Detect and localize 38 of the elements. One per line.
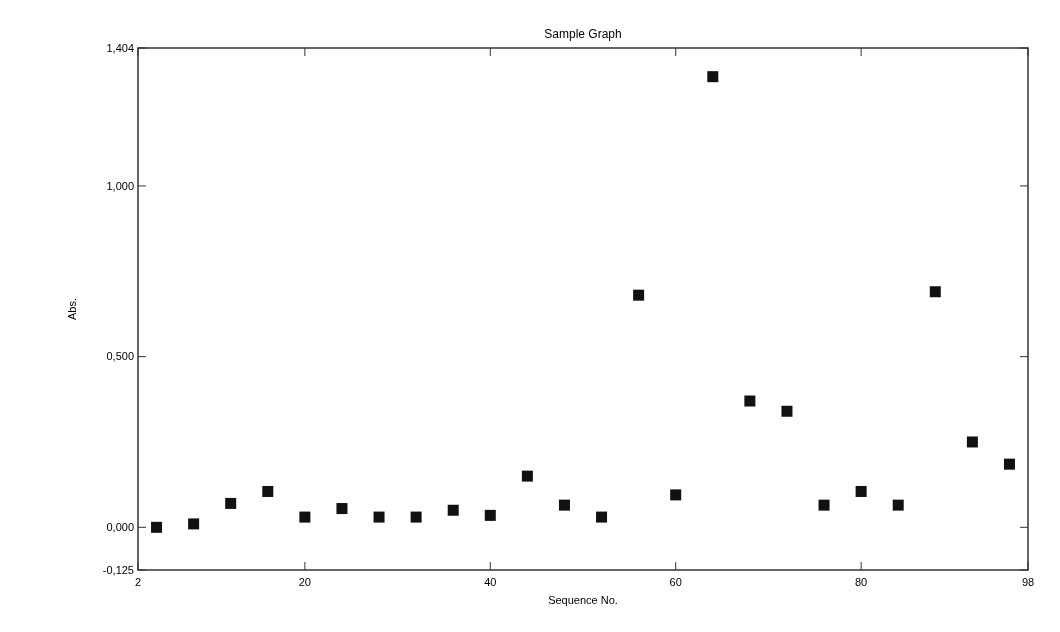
point [1003,458,1015,470]
y-tick-label: 0,500 [106,350,134,363]
point [744,395,756,407]
point [373,511,385,523]
x-tick-label: 40 [484,576,497,588]
point [484,509,496,521]
x-tick-label: 2 [134,576,142,588]
point [336,503,348,515]
point [262,485,274,497]
point [558,499,570,511]
x-axis-title: Sequence No. [548,594,618,606]
point [521,470,533,482]
y-tick-label: 1,404 [106,41,134,54]
point [966,436,978,448]
y-axis-title: Abs. [66,297,78,321]
point [596,511,608,523]
y-tick-label: 1,000 [106,179,134,192]
point [818,499,830,511]
point [929,286,941,298]
x-tick-label: 98 [1021,576,1035,588]
point [447,504,459,516]
point [151,521,163,533]
point [410,511,422,523]
point [892,499,904,511]
x-tick-label: 60 [669,576,682,588]
point [225,497,237,509]
point [299,511,311,523]
y-tick-label: -0,125 [102,563,134,576]
chart-title: Sample Graph [544,27,622,41]
point [188,518,200,530]
point [670,489,682,501]
x-tick-label: 20 [298,576,311,588]
y-tick-label: 0,000 [106,521,134,534]
point [633,289,645,301]
point [781,405,793,417]
x-tick-label: 80 [855,576,868,588]
point [707,71,719,83]
point [855,485,867,497]
